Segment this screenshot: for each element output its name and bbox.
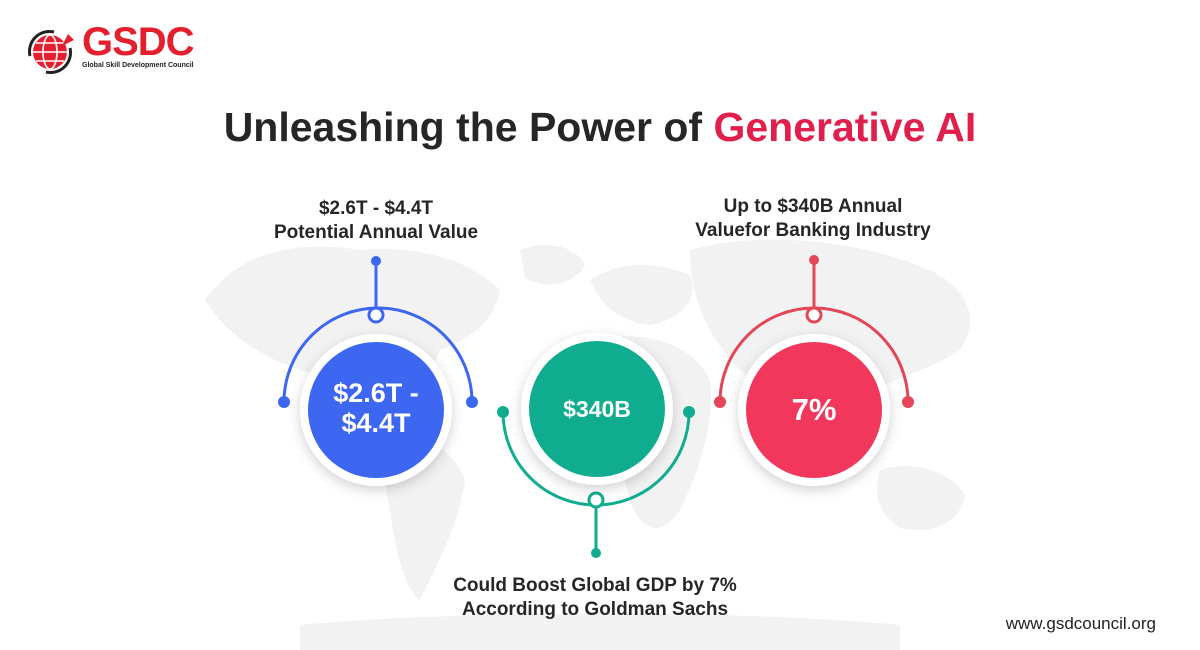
stat-2-dot-right <box>683 406 695 418</box>
stat-1-caption-line1: $2.6T - $4.4T <box>318 198 434 219</box>
stat-2-graphic <box>497 333 695 558</box>
stat-3-dot-right <box>902 396 914 408</box>
gsdc-logo: GSDC Global Skill Development Council <box>24 20 224 80</box>
stat-1-dot-ring <box>367 306 385 324</box>
logo-wordmark: GSDC <box>82 20 195 64</box>
stat-2-caption-line1: Could Boost Global GDP by 7% <box>453 575 737 596</box>
stat-3-dot-left <box>714 396 726 408</box>
stat-3-circle <box>746 342 882 478</box>
stat-2-dot-bottom <box>591 548 601 558</box>
stat-2-caption-line2: According to Goldman Sachs <box>461 599 729 620</box>
stat-3-value: 7% <box>791 392 837 427</box>
stat-3-graphic <box>714 255 914 486</box>
stat-2-value: $340B <box>563 396 631 422</box>
globe-arrow-icon <box>28 30 74 74</box>
stat-3-caption: Up to $340B Annual Valuefor Banking Indu… <box>663 195 963 243</box>
stat-1-dot-top <box>371 256 381 266</box>
stat-1-circle <box>308 342 444 478</box>
stat-1-value: $2.6T - $4.4T <box>333 378 419 438</box>
website-url: www.gsdcouncil.org <box>1005 614 1156 633</box>
title-prefix: Unleashing the Power of <box>223 104 714 150</box>
stat-2-circle <box>529 341 665 477</box>
stat-3-caption-line1: Up to $340B Annual <box>723 196 903 217</box>
page-title: Unleashing the Power of Generative AI <box>0 104 1200 151</box>
stat-1-graphic <box>278 256 478 486</box>
stat-1-dot-left <box>278 396 290 408</box>
logo-subtitle: Global Skill Development Council <box>82 62 194 69</box>
stat-3-dot-ring <box>805 306 823 324</box>
stat-1-caption-line2: Potential Annual Value <box>273 222 479 243</box>
stat-2-caption: Could Boost Global GDP by 7% According t… <box>420 574 770 622</box>
stat-3-caption-line2: Valuefor Banking Industry <box>695 220 931 241</box>
stat-2-dot-left <box>497 406 509 418</box>
stat-1-caption: $2.6T - $4.4T Potential Annual Value <box>226 197 526 245</box>
stat-3-dot-top <box>809 255 819 265</box>
stat-2-dot-ring <box>587 491 605 509</box>
stat-1-dot-right <box>466 396 478 408</box>
title-highlight: Generative AI <box>713 104 977 150</box>
